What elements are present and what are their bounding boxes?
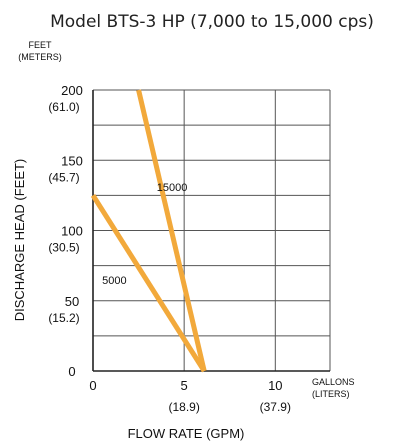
- y-unit-label-meters: (METERS): [18, 52, 62, 62]
- series-line-5000: [90, 194, 207, 373]
- x-tick-sublabel: (37.9): [260, 400, 291, 414]
- tick-labels: 0 50 (15.2) 100 (30.5) 150 (45.7) 200 (61.0) 0 5 (1…: [48, 83, 291, 414]
- grid: [92, 89, 331, 372]
- x-tick-label: 5: [181, 378, 188, 393]
- y-unit-label-feet: FEET: [28, 40, 52, 50]
- series-labels: 15000 5000: [102, 182, 187, 287]
- y-tick-label: 150: [61, 153, 83, 168]
- y-tick-sublabel: (61.0): [48, 100, 79, 114]
- x-unit-label-gallons: GALLONS: [312, 377, 355, 387]
- x-tick-label: 0: [89, 378, 96, 393]
- y-tick-sublabel: (15.2): [48, 311, 79, 325]
- y-tick-label: 0: [68, 364, 75, 379]
- y-tick-sublabel: (30.5): [48, 241, 79, 255]
- x-axis-title: FLOW RATE (GPM): [128, 426, 245, 441]
- y-axis-title: DISCHARGE HEAD (FEET): [12, 159, 27, 322]
- x-tick-sublabel: (18.9): [168, 400, 199, 414]
- series-lines: [90, 89, 207, 373]
- y-tick-label: 100: [61, 224, 83, 239]
- x-tick-label: 10: [268, 378, 282, 393]
- y-tick-label: 50: [65, 294, 79, 309]
- series-label-15000: 15000: [157, 182, 188, 194]
- y-tick-label: 200: [61, 83, 83, 98]
- series-line-15000: [136, 89, 207, 372]
- series-label-5000: 5000: [102, 275, 126, 287]
- y-tick-sublabel: (45.7): [48, 170, 79, 184]
- chart-title: Model BTS-3 HP (7,000 to 15,000 cps): [50, 12, 374, 32]
- x-unit-label-liters: (LITERS): [312, 389, 350, 399]
